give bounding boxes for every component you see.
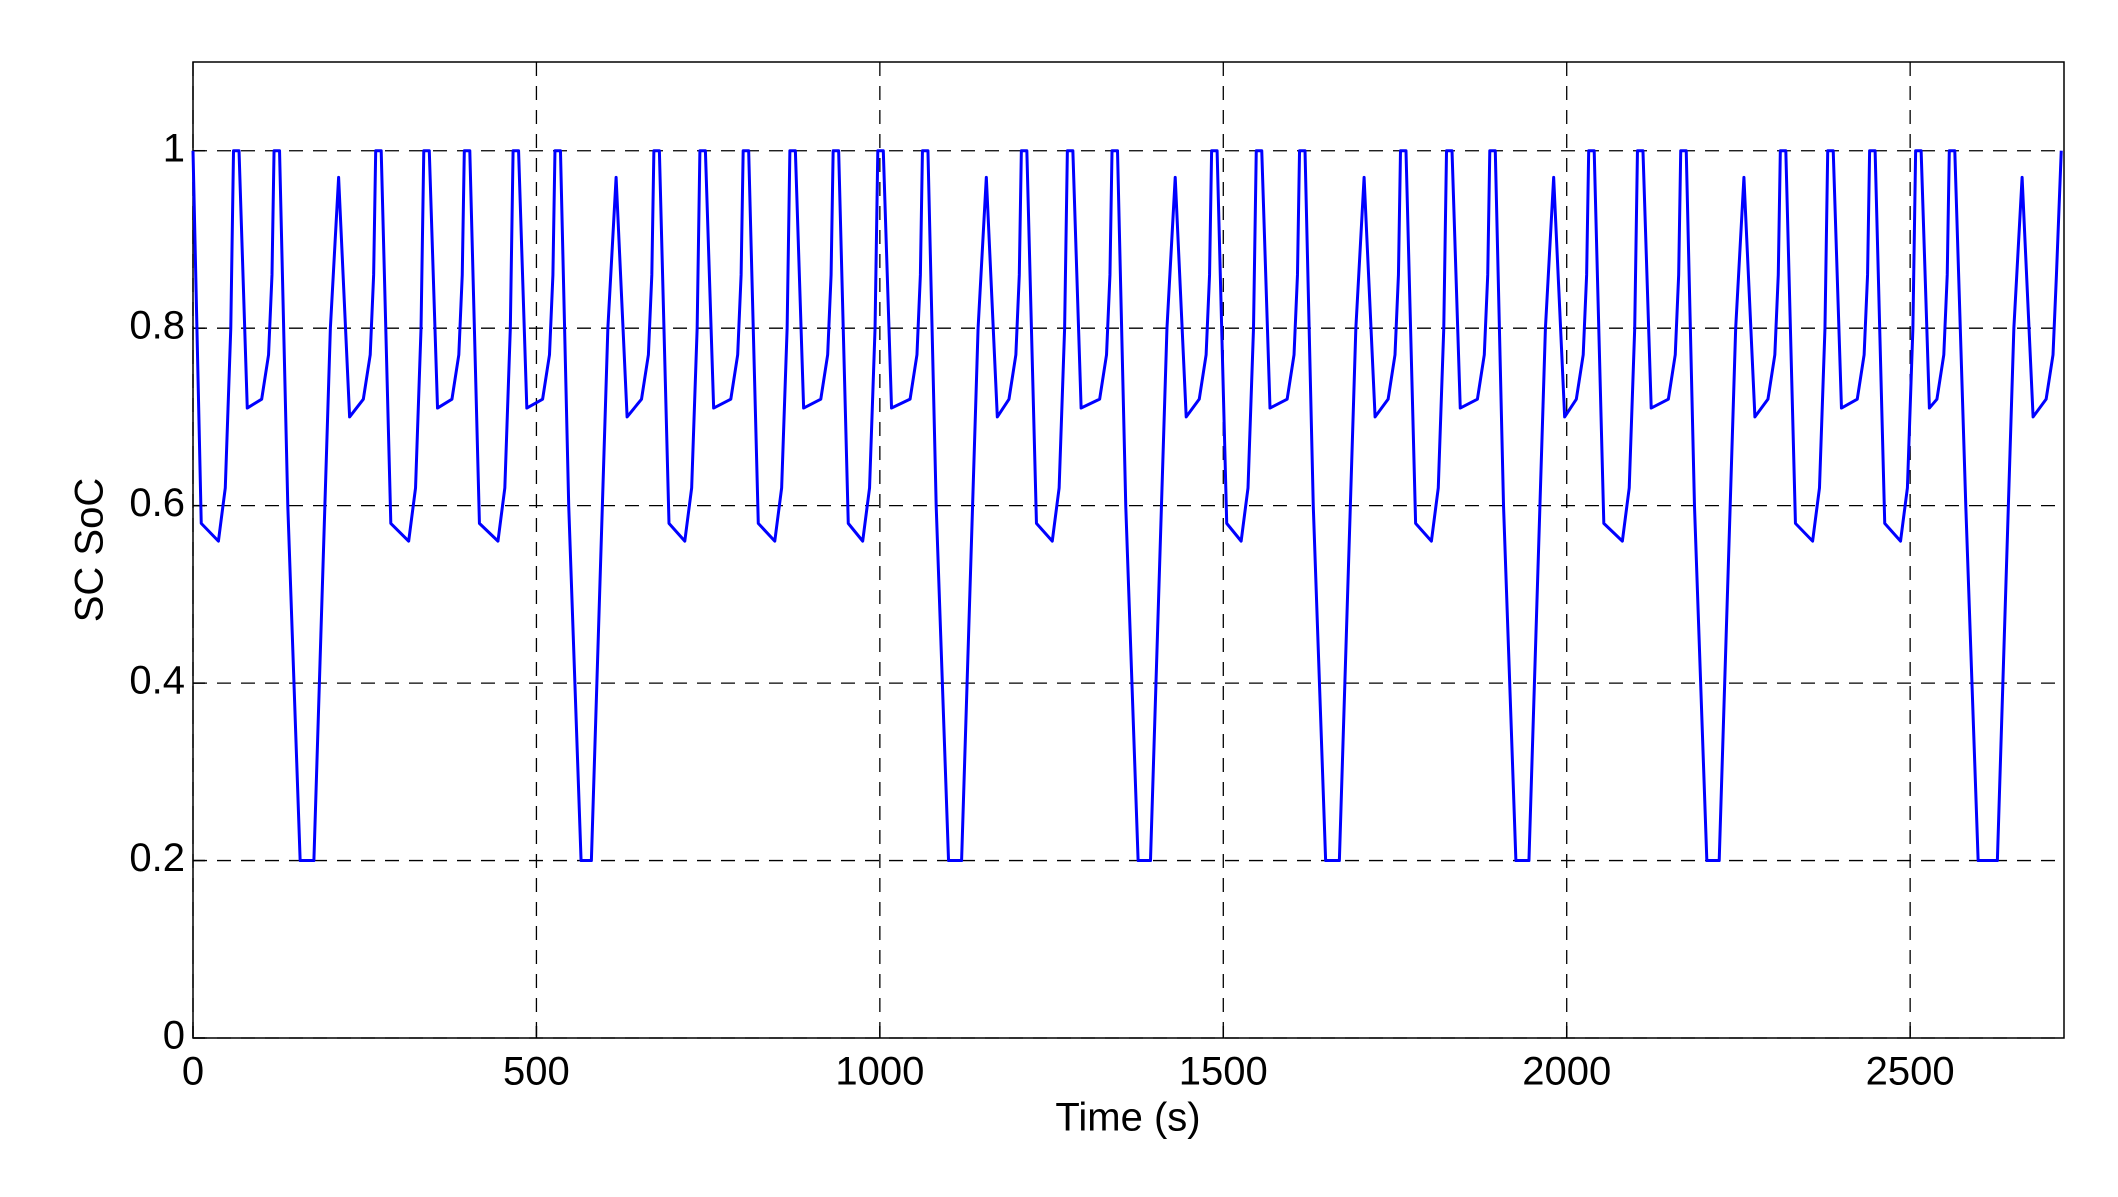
x-axis-label: Time (s) <box>1055 1096 1200 1140</box>
plot-frame <box>192 61 2065 1039</box>
x-tick-label: 2000 <box>1522 1050 1611 1094</box>
y-axis-label: SC SoC <box>68 478 112 623</box>
x-tick-label: 1500 <box>1179 1050 1268 1094</box>
y-tick-label: 0.8 <box>129 304 185 348</box>
y-tick-label: 0.4 <box>129 659 185 703</box>
y-tick-label: 0.2 <box>129 836 185 880</box>
x-tick-label: 500 <box>503 1050 570 1094</box>
y-tick-label: 0 <box>163 1014 185 1058</box>
data-line <box>191 149 2063 863</box>
y-tick-label: 0.6 <box>129 481 185 525</box>
y-tick-label: 1 <box>163 126 185 170</box>
x-tick-label: 2500 <box>1866 1050 1955 1094</box>
x-tick-label: 0 <box>182 1050 204 1094</box>
x-tick-label: 1000 <box>835 1050 924 1094</box>
